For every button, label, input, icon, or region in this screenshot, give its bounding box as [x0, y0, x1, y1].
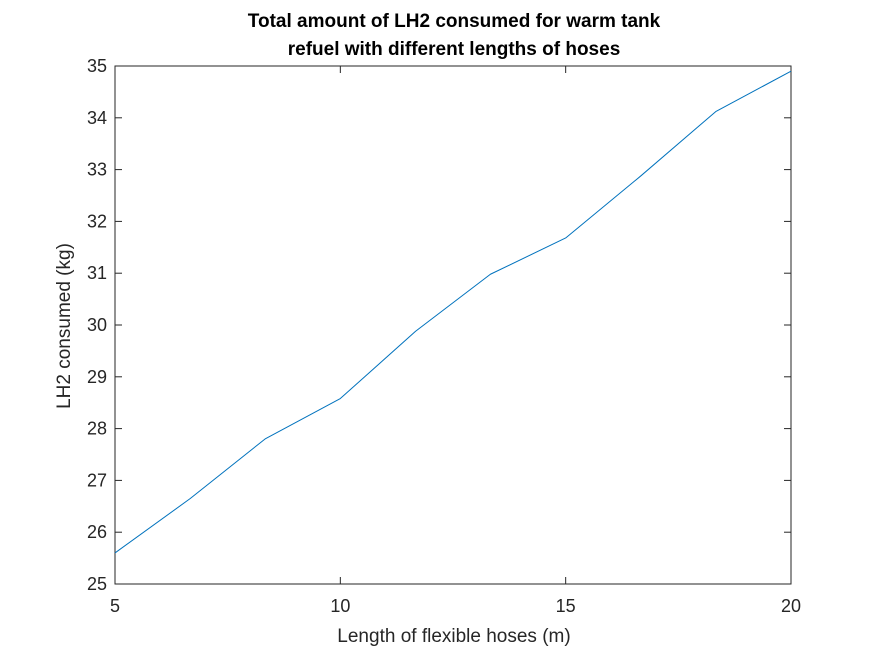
x-tick-label: 10 [330, 596, 350, 616]
y-tick-label: 27 [87, 470, 107, 490]
chart-title-line-1: Total amount of LH2 consumed for warm ta… [248, 11, 661, 32]
x-axis-label: Length of flexible hoses (m) [337, 626, 570, 647]
y-tick-label: 26 [87, 522, 107, 542]
y-tick-label: 25 [87, 574, 107, 594]
y-tick-label: 32 [87, 211, 107, 231]
y-tick-label: 28 [87, 419, 107, 439]
y-tick-label: 29 [87, 367, 107, 387]
axes-box [114, 65, 792, 585]
series-line-1 [114, 70, 792, 554]
x-tick-label: 20 [781, 596, 801, 616]
x-tick-label: 5 [110, 596, 120, 616]
y-axis-label: LH2 consumed (kg) [54, 243, 75, 409]
y-tick-label: 33 [87, 160, 107, 180]
y-tick-label: 35 [87, 56, 107, 76]
chart-title-line-2: refuel with different lengths of hoses [288, 39, 621, 60]
y-tick-label: 34 [87, 108, 107, 128]
plot-area: 5 10 15 20 25 26 27 28 29 30 31 32 33 34 35 [87, 56, 801, 616]
x-tick-label: 15 [556, 596, 576, 616]
y-tick-label: 30 [87, 315, 107, 335]
y-tick-label: 31 [87, 263, 107, 283]
